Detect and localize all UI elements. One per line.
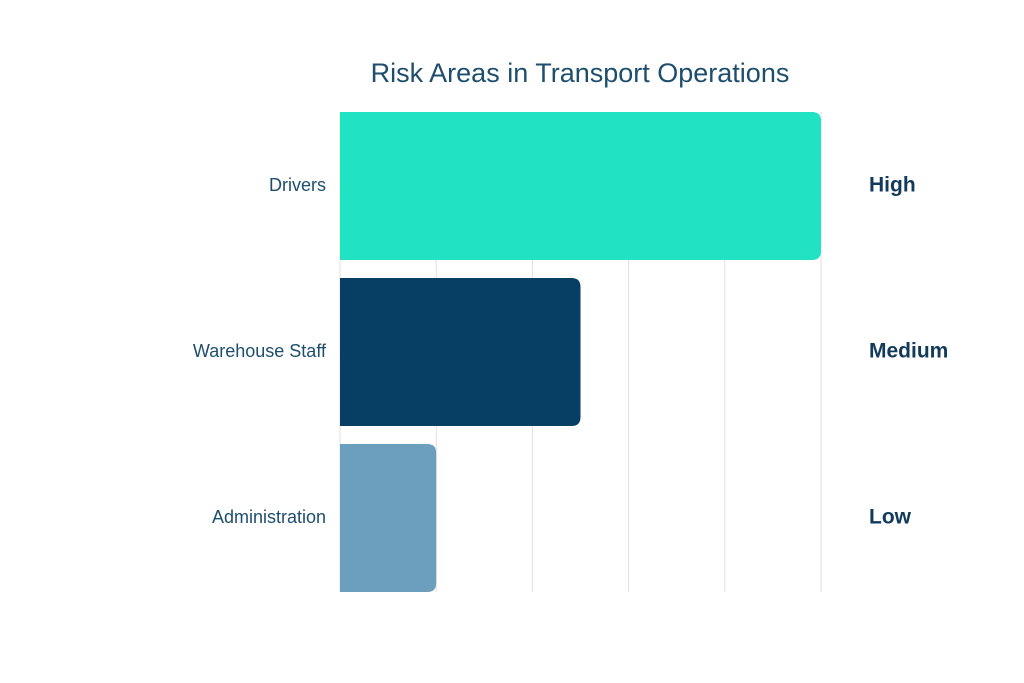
value-label: Medium [869,340,948,363]
bar [340,278,581,426]
chart-title: Risk Areas in Transport Operations [371,58,790,88]
category-label: Warehouse Staff [193,341,327,361]
category-label: Administration [212,507,326,527]
bar [340,112,821,260]
value-label: Low [869,506,912,529]
bar [340,444,437,592]
category-label: Drivers [269,175,326,195]
value-label: High [869,174,916,197]
